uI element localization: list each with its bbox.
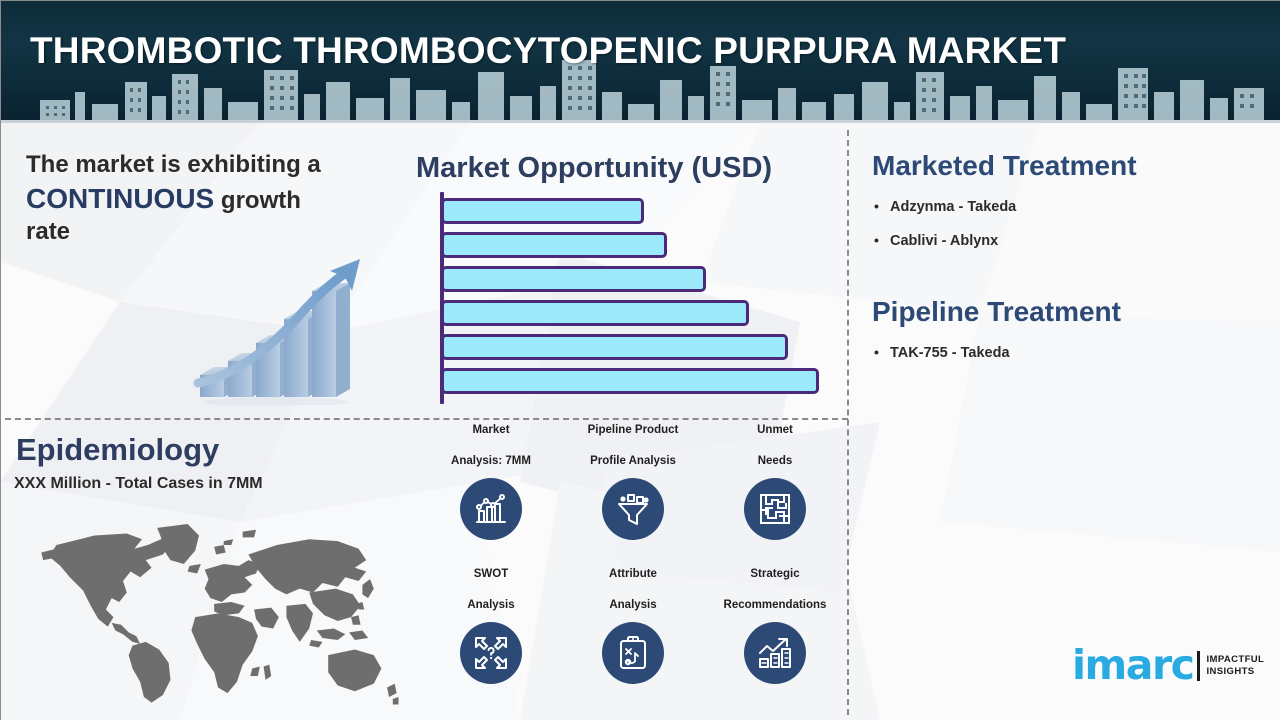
intro-line-2-rest: growth (214, 186, 301, 214)
list-item: Adzynma - Takeda (890, 198, 1016, 216)
icon-label-line1: Market (472, 424, 510, 437)
world-map-icon (41, 524, 399, 705)
header-banner: THROMBOTIC THROMBOCYTOPENIC PURPURA MARK… (0, 0, 1280, 122)
bar-chart-line-icon (460, 478, 522, 540)
chart-bar (441, 368, 820, 394)
chart-bar (441, 300, 750, 326)
icon-label-line2: Profile Analysis (590, 455, 676, 468)
horizontal-divider (5, 418, 848, 420)
grid-item-strategic-recommendations[interactable]: Strategic Recommendations (704, 568, 846, 684)
icon-label-line2: Recommendations (723, 599, 827, 612)
logo-tagline-line1: IMPACTFUL (1206, 653, 1265, 665)
intro-statement: The market is exhibiting a CONTINUOUS gr… (26, 148, 386, 249)
intro-line-3: rate (26, 217, 71, 245)
analysis-icon-grid: Market Analysis: 7MM (420, 424, 846, 716)
icon-label: Market Analysis: 7MM (420, 424, 562, 470)
market-opportunity-chart (430, 192, 830, 404)
marketed-treatment-list: Adzynma - Takeda Cablivi - Ablynx (872, 198, 1016, 267)
icon-label-line1: Attribute (609, 568, 657, 581)
grid-item-market-analysis[interactable]: Market Analysis: 7MM (420, 424, 562, 540)
icon-label: SWOT Analysis (420, 568, 562, 614)
grid-item-unmet-needs[interactable]: Unmet Needs (704, 424, 846, 540)
imarc-logo: imarc IMPACTFUL INSIGHTS (1072, 645, 1264, 686)
pipeline-treatment-list: TAK-755 - Takeda (872, 344, 1010, 378)
pipeline-treatment-heading: Pipeline Treatment (872, 296, 1121, 327)
logo-tagline-line2: INSIGHTS (1206, 665, 1255, 677)
page-title: THROMBOTIC THROMBOCYTOPENIC PURPURA MARK… (30, 30, 1067, 71)
icon-label: Unmet Needs (704, 424, 846, 470)
icon-label-line2: Analysis (467, 599, 515, 612)
logo-divider (1197, 650, 1201, 681)
icon-label-line1: Strategic (750, 568, 800, 581)
icon-label-line1: SWOT (473, 568, 509, 581)
grid-item-attribute-analysis[interactable]: Attribute Analysis (562, 568, 704, 684)
city-skyline-icon (40, 60, 1264, 122)
marketed-treatment-heading: Marketed Treatment (872, 150, 1137, 181)
clipboard-strategy-icon (602, 622, 664, 684)
epidemiology-heading: Epidemiology (16, 432, 220, 467)
icon-label: Attribute Analysis (562, 568, 704, 614)
header-underline (0, 120, 1280, 123)
chart-title: Market Opportunity (USD) (416, 152, 773, 184)
icon-label: Strategic Recommendations (704, 568, 846, 614)
chart-bar (441, 266, 707, 292)
icon-label-line2: Analysis: 7MM (451, 455, 531, 468)
icon-label-line2: Needs (757, 455, 793, 468)
list-item: Cablivi - Ablynx (890, 232, 1016, 250)
grid-item-swot-analysis[interactable]: SWOT Analysis (420, 568, 562, 684)
icon-label-line1: Unmet (757, 424, 793, 437)
growth-bars-arrow-icon (744, 622, 806, 684)
maze-icon (744, 478, 806, 540)
swot-arrows-question-icon (460, 622, 522, 684)
growth-arrow-bar-chart-icon (193, 259, 360, 405)
chart-axis (440, 192, 444, 404)
chart-bar (441, 232, 668, 258)
epidemiology-subtitle: XXX Million - Total Cases in 7MM (14, 475, 263, 492)
icon-label-line1: Pipeline Product (587, 424, 679, 437)
list-item: TAK-755 - Takeda (890, 344, 1010, 362)
intro-emphasis: CONTINUOUS (26, 182, 215, 214)
chart-bar (441, 198, 644, 224)
vertical-divider (847, 130, 849, 715)
chart-bar (441, 334, 789, 360)
logo-tagline: IMPACTFUL INSIGHTS (1206, 654, 1264, 678)
intro-line-1: The market is exhibiting a (26, 151, 321, 178)
logo-wordmark: imarc (1072, 641, 1195, 689)
funnel-filter-icon (602, 478, 664, 540)
icon-label-line2: Analysis (609, 599, 657, 612)
icon-label: Pipeline Product Profile Analysis (562, 424, 704, 470)
grid-item-pipeline-product-profile[interactable]: Pipeline Product Profile Analysis (562, 424, 704, 540)
